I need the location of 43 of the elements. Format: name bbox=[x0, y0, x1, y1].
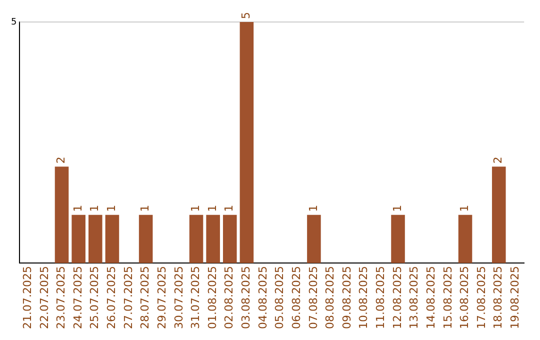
x-tick-label: 16.08.2025 bbox=[458, 266, 472, 330]
x-tick-label: 18.08.2025 bbox=[492, 266, 505, 330]
x-tick-label: 02.08.2025 bbox=[222, 266, 236, 330]
x-tick-label: 04.08.2025 bbox=[256, 266, 270, 330]
x-tick-label: 22.07.2025 bbox=[38, 266, 51, 330]
data-label: 1 bbox=[390, 204, 404, 212]
x-tick-label: 29.07.2025 bbox=[155, 266, 168, 330]
data-label: 1 bbox=[206, 204, 219, 212]
x-tick-label: 07.08.2025 bbox=[306, 266, 320, 330]
x-tick-label: 21.07.2025 bbox=[20, 266, 34, 330]
x-tick-label: 10.08.2025 bbox=[357, 266, 370, 330]
data-label: 1 bbox=[189, 204, 202, 212]
data-label: 1 bbox=[458, 204, 472, 212]
x-tick-label: 12.08.2025 bbox=[390, 266, 404, 330]
x-tick-label: 23.07.2025 bbox=[54, 266, 68, 330]
x-tick-label: 19.08.2025 bbox=[508, 266, 522, 330]
x-tick-label: 06.08.2025 bbox=[290, 266, 303, 330]
x-tick-label: 25.07.2025 bbox=[88, 266, 102, 330]
x-tick-label: 14.08.2025 bbox=[424, 266, 438, 330]
x-tick-label: 01.08.2025 bbox=[206, 266, 219, 330]
x-tick-label: 13.08.2025 bbox=[408, 266, 421, 330]
x-tick-label: 09.08.2025 bbox=[340, 266, 354, 330]
x-tick-label: 03.08.2025 bbox=[240, 266, 253, 330]
x-tick-label: 15.08.2025 bbox=[441, 266, 454, 330]
data-label: 1 bbox=[306, 204, 320, 212]
data-label: 2 bbox=[54, 156, 68, 164]
data-label: 1 bbox=[138, 204, 152, 212]
data-label: 1 bbox=[105, 204, 118, 212]
x-tick-label: 27.07.2025 bbox=[122, 266, 135, 330]
data-label: 2 bbox=[492, 156, 505, 164]
x-tick-label: 11.08.2025 bbox=[374, 266, 388, 330]
x-tick-label: 05.08.2025 bbox=[273, 266, 286, 330]
data-label: 1 bbox=[71, 204, 84, 212]
x-tick-label: 08.08.2025 bbox=[324, 266, 337, 330]
data-label: 1 bbox=[222, 204, 236, 212]
x-tick-label: 17.08.2025 bbox=[474, 266, 488, 330]
x-tick-label: 31.07.2025 bbox=[189, 266, 202, 330]
data-label: 1 bbox=[88, 204, 102, 212]
data-label: 5 bbox=[240, 12, 253, 19]
x-tick-label: 26.07.2025 bbox=[105, 266, 118, 330]
x-tick-label: 24.07.2025 bbox=[71, 266, 84, 330]
x-tick-label: 28.07.2025 bbox=[138, 266, 152, 330]
x-tick-label: 30.07.2025 bbox=[172, 266, 186, 330]
